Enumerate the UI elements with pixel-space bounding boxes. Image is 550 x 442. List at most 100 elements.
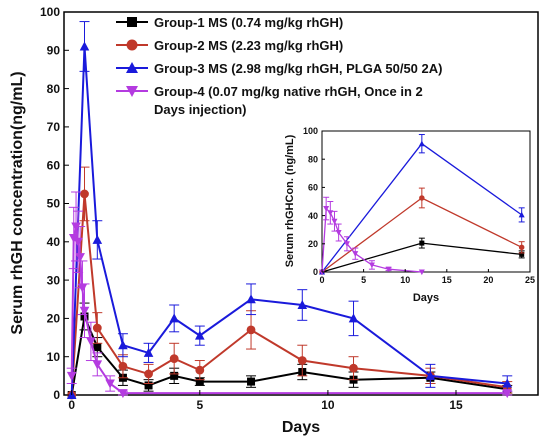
main-data-point-series-1	[247, 377, 256, 386]
main-data-point-series-1	[93, 343, 102, 352]
inset-x-tick-label: 10	[400, 275, 410, 285]
inset-y-tick-label: 60	[308, 183, 318, 193]
main-data-point-series-2	[195, 365, 205, 375]
main-y-tick-label: 30	[47, 273, 61, 287]
main-data-point-series-3	[194, 330, 205, 340]
main-data-point-series-3	[348, 313, 359, 323]
main-x-tick-label: 10	[321, 398, 335, 412]
main-data-point-series-2	[80, 189, 89, 199]
legend-item-group-3: Group-3 MS (2.98 mg/kg rhGH, PLGA 50/50 …	[116, 61, 442, 76]
inset-y-tick-label: 100	[303, 126, 318, 136]
legend-marker-group-4	[126, 86, 138, 97]
main-data-point-series-2	[144, 369, 153, 379]
inset-data-point-series-4	[335, 230, 342, 236]
main-y-tick-label: 20	[47, 312, 61, 326]
legend: Group-1 MS (0.74 mg/kg rhGH) Group-2 MS …	[116, 15, 442, 117]
main-data-point-series-4	[75, 253, 85, 263]
inset-x-tick-label: 5	[361, 275, 366, 285]
main-y-tick-label: 60	[47, 158, 61, 172]
inset-y-tick-label: 0	[313, 267, 318, 277]
inset-plot-frame	[321, 130, 531, 273]
legend-marker-group-1	[127, 17, 137, 27]
main-series-line-3	[70, 46, 508, 396]
main-data-point-series-3	[169, 313, 179, 323]
inset-data-point-series-2	[518, 244, 525, 251]
main-data-point-series-3	[297, 299, 308, 309]
inset-axes: 0 20 40 60 80 100 0 5 10 15 20 25	[303, 126, 535, 285]
legend-marker-group-3	[126, 62, 138, 73]
main-series-line-1	[70, 312, 508, 396]
inset-x-tick-label: 15	[442, 275, 452, 285]
inset-data-point-series-1	[419, 240, 425, 246]
main-data-point-series-1	[144, 381, 153, 390]
main-data-point-series-3	[118, 340, 128, 350]
inset-plot: 0 20 40 60 80 100 0 5 10 15 20 25 Days Serum rhGHCo…	[284, 126, 535, 304]
main-y-tick-label: 0	[53, 388, 60, 402]
inset-data-point-series-4	[331, 218, 338, 225]
main-data-point-series-2	[118, 361, 128, 371]
legend-item-group-2: Group-2 MS (2.23 mg/kg rhGH)	[116, 38, 343, 53]
main-data-point-series-3	[92, 234, 103, 244]
inset-x-tick-label: 20	[483, 275, 493, 285]
main-data-point-series-4	[79, 306, 90, 316]
inset-x-tick-label: 25	[525, 275, 535, 285]
inset-data-point-series-4	[343, 241, 350, 247]
main-y-tick-label: 10	[47, 350, 61, 364]
main-data-point-series-3	[79, 41, 90, 51]
x-axis-title: Days	[282, 419, 320, 436]
legend-label-group-4-line-2: Days injection)	[154, 102, 246, 117]
inset-data-point-series-3	[418, 140, 425, 147]
legend-label-group-4-line-1: Group-4 (0.07 mg/kg native rhGH, Once in…	[154, 84, 423, 99]
main-data-point-series-2	[297, 356, 307, 365]
y-axis-title: Serum rhGH concentration(ng/mL)	[9, 71, 26, 334]
main-data-point-series-4	[77, 283, 88, 293]
main-y-tick-label: 40	[47, 235, 61, 249]
main-data-point-series-3	[246, 294, 256, 304]
main-data-point-series-2	[92, 323, 102, 333]
inset-y-axis-title: Serum rhGHCon. (ng/mL)	[284, 134, 296, 267]
inset-data-point-series-4	[368, 262, 375, 269]
main-data-point-series-3	[502, 378, 513, 388]
inset-x-axis-title: Days	[413, 292, 439, 304]
inset-data-point-series-4	[418, 269, 425, 276]
main-data-point-series-4	[71, 222, 81, 232]
main-data-point-series-4	[66, 371, 77, 381]
legend-label-group-4: Group-4 (0.07 mg/kg native rhGH, Once in…	[154, 84, 426, 117]
main-data-point-series-1	[195, 377, 204, 386]
legend-label-group-1: Group-1 MS (0.74 mg/kg rhGH)	[154, 15, 343, 30]
main-data-point-series-2	[169, 354, 179, 364]
main-y-tick-label: 50	[47, 197, 61, 211]
main-data-point-series-2	[349, 363, 358, 373]
main-x-tick-label: 0	[68, 398, 75, 412]
inset-y-tick-label: 20	[308, 239, 318, 249]
inset-data-point-series-4	[323, 206, 330, 212]
main-data-point-series-3	[425, 370, 436, 380]
main-data-point-series-3	[143, 347, 154, 357]
main-x-tick-label: 5	[196, 398, 203, 412]
main-data-point-series-4	[92, 360, 103, 370]
legend-item-group-4: Group-4 (0.07 mg/kg native rhGH, Once in…	[116, 84, 426, 117]
main-y-tick-label: 80	[47, 82, 61, 96]
inset-data-point-series-4	[352, 251, 359, 257]
main-data-point-series-4	[86, 337, 96, 347]
inset-data-point-series-4	[385, 266, 392, 273]
main-data-point-series-2	[246, 325, 256, 335]
legend-marker-group-2	[126, 39, 138, 51]
inset-data-point-series-2	[419, 195, 425, 201]
legend-item-group-1: Group-1 MS (0.74 mg/kg rhGH)	[116, 15, 343, 30]
inset-data-point-series-3	[518, 211, 525, 218]
main-series-marks	[66, 21, 513, 400]
main-data-point-series-4	[73, 237, 83, 247]
legend-label-group-2: Group-2 MS (2.23 mg/kg rhGH)	[154, 38, 343, 53]
main-data-point-series-1	[170, 371, 179, 380]
main-data-point-series-4	[118, 389, 128, 399]
inset-data-point-series-4	[327, 210, 334, 216]
legend-label-group-3: Group-3 MS (2.98 mg/kg rhGH, PLGA 50/50 …	[154, 61, 442, 76]
inset-y-tick-label: 40	[308, 211, 318, 221]
main-data-point-series-4	[105, 379, 115, 389]
main-y-tick-label: 70	[47, 120, 61, 134]
main-y-tick-label: 100	[40, 5, 60, 19]
